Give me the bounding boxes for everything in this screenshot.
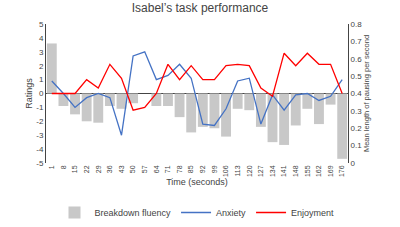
svg-text:8: 8 bbox=[60, 165, 67, 169]
svg-text:-1: -1 bbox=[36, 103, 44, 112]
svg-text:Anxiety: Anxiety bbox=[216, 208, 246, 218]
svg-text:-3: -3 bbox=[36, 131, 44, 140]
svg-text:71: 71 bbox=[164, 165, 171, 173]
svg-text:148: 148 bbox=[292, 165, 299, 177]
svg-text:127: 127 bbox=[257, 165, 264, 177]
svg-text:0.2: 0.2 bbox=[351, 124, 363, 133]
svg-text:-5: -5 bbox=[36, 159, 44, 168]
svg-text:0.7: 0.7 bbox=[351, 37, 363, 46]
svg-text:92: 92 bbox=[199, 165, 206, 173]
svg-text:1: 1 bbox=[48, 165, 55, 169]
svg-text:-4: -4 bbox=[36, 145, 44, 154]
svg-text:Time (seconds): Time (seconds) bbox=[166, 177, 228, 187]
svg-text:162: 162 bbox=[315, 165, 322, 177]
svg-text:141: 141 bbox=[280, 165, 287, 177]
svg-text:Mean length of pausing per sec: Mean length of pausing per second bbox=[362, 35, 371, 152]
svg-text:113: 113 bbox=[234, 165, 241, 176]
svg-text:0.4: 0.4 bbox=[351, 89, 363, 98]
svg-text:Breakdown fluency: Breakdown fluency bbox=[95, 208, 172, 218]
svg-text:0.6: 0.6 bbox=[351, 55, 363, 64]
svg-text:0.8: 0.8 bbox=[351, 20, 363, 29]
svg-text:0: 0 bbox=[39, 89, 44, 98]
svg-text:106: 106 bbox=[222, 165, 229, 177]
svg-text:1: 1 bbox=[39, 75, 44, 84]
svg-text:3: 3 bbox=[39, 48, 44, 57]
svg-text:Enjoyment: Enjoyment bbox=[291, 208, 334, 218]
svg-text:120: 120 bbox=[246, 165, 253, 177]
svg-text:15: 15 bbox=[71, 165, 78, 173]
svg-text:155: 155 bbox=[304, 165, 311, 177]
svg-text:78: 78 bbox=[176, 165, 183, 173]
svg-text:0.1: 0.1 bbox=[351, 141, 363, 150]
svg-text:176: 176 bbox=[338, 165, 345, 177]
svg-text:99: 99 bbox=[211, 165, 218, 173]
svg-text:64: 64 bbox=[153, 165, 160, 173]
svg-text:36: 36 bbox=[106, 165, 113, 173]
svg-text:-2: -2 bbox=[36, 117, 44, 126]
svg-text:Isabel’s task performance: Isabel’s task performance bbox=[132, 1, 269, 15]
svg-text:57: 57 bbox=[141, 165, 148, 173]
svg-text:85: 85 bbox=[187, 165, 194, 173]
svg-text:0: 0 bbox=[351, 159, 356, 168]
svg-text:29: 29 bbox=[95, 165, 102, 173]
svg-text:50: 50 bbox=[129, 165, 136, 173]
svg-text:4: 4 bbox=[39, 34, 44, 43]
svg-text:0.3: 0.3 bbox=[351, 107, 363, 116]
svg-text:0.5: 0.5 bbox=[351, 72, 363, 81]
svg-text:22: 22 bbox=[83, 165, 90, 173]
svg-text:134: 134 bbox=[269, 165, 276, 177]
svg-text:43: 43 bbox=[118, 165, 125, 173]
svg-text:2: 2 bbox=[39, 61, 44, 70]
svg-text:5: 5 bbox=[39, 20, 44, 29]
svg-text:169: 169 bbox=[327, 165, 334, 177]
svg-text:Ratings: Ratings bbox=[24, 78, 34, 109]
